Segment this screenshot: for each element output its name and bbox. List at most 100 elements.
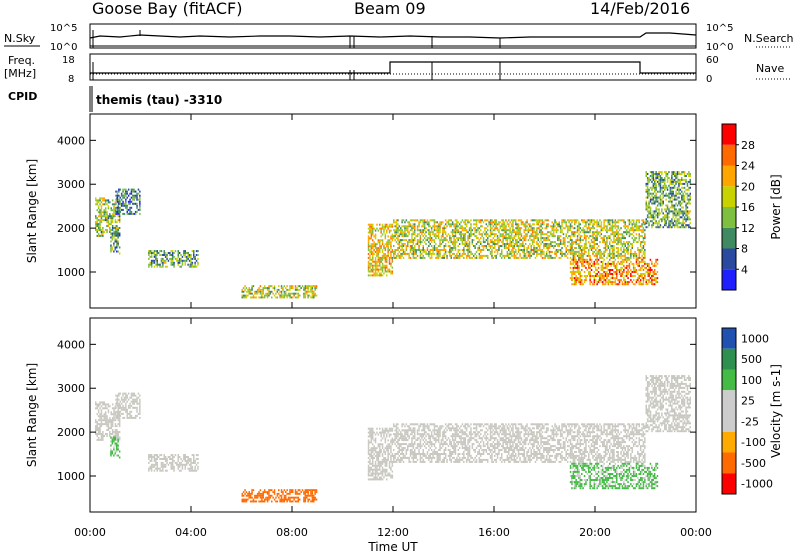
heatmap-cell: [373, 243, 375, 246]
heatmap-cell: [132, 202, 134, 205]
colorbar-tick-label: 24: [741, 160, 755, 173]
heatmap-cell: [181, 467, 184, 470]
heatmap-cell: [673, 204, 676, 207]
heatmap-cell: [649, 266, 652, 269]
heatmap-cell: [132, 188, 134, 191]
heatmap-cell: [169, 461, 171, 464]
heatmap-cell: [576, 260, 579, 263]
heatmap-cell: [575, 283, 577, 286]
heatmap-cell: [388, 231, 391, 234]
heatmap-cell: [545, 245, 548, 247]
heatmap-cell: [99, 213, 101, 216]
heatmap-cell: [262, 496, 264, 499]
heatmap-cell: [639, 279, 642, 282]
heatmap-cell: [447, 233, 450, 236]
heatmap-cell: [419, 241, 422, 244]
heatmap-cell: [411, 225, 413, 228]
heatmap-cell: [617, 279, 619, 282]
heatmap-cell: [96, 234, 98, 237]
heatmap-cell: [136, 406, 138, 409]
heatmap-cell: [456, 219, 458, 222]
heatmap-cell: [102, 415, 104, 418]
heatmap-cell: [96, 223, 98, 226]
heatmap-cell: [666, 194, 669, 197]
heatmap-cell: [651, 214, 653, 217]
heatmap-cell: [418, 221, 420, 224]
heatmap-cell: [503, 247, 506, 249]
heatmap-cell: [588, 219, 590, 222]
heatmap-cell: [607, 279, 610, 282]
heatmap-cell: [119, 206, 121, 209]
heatmap-cell: [139, 194, 141, 197]
heatmap-cell: [247, 288, 249, 291]
heatmap-cell: [509, 239, 511, 242]
heatmap-cell: [645, 218, 647, 221]
heatmap-cell: [464, 233, 466, 236]
heatmap-cell: [637, 256, 639, 259]
heatmap-cell: [397, 227, 399, 230]
heatmap-cell: [489, 231, 492, 234]
heatmap-cell: [428, 229, 430, 232]
heatmap-cell: [155, 463, 157, 466]
heatmap-cell: [304, 290, 307, 293]
heatmap-cell: [676, 188, 679, 191]
heatmap-cell: [620, 266, 622, 269]
heatmap-cell: [624, 266, 626, 269]
heatmap-cell: [541, 250, 544, 253]
heatmap-cell: [377, 270, 380, 273]
heatmap-cell: [416, 227, 419, 230]
heatmap-cell: [401, 243, 403, 245]
heatmap-cell: [374, 256, 377, 259]
heatmap-cell: [173, 252, 175, 254]
heatmap-cell: [130, 200, 133, 203]
heatmap-cell: [631, 229, 633, 232]
heatmap-cell: [607, 254, 610, 257]
heatmap-cell: [126, 212, 128, 215]
heatmap-cell: [578, 277, 580, 280]
heatmap-cell: [404, 225, 406, 228]
heatmap-cell: [449, 225, 451, 228]
heatmap-cell: [437, 233, 440, 236]
heatmap-cell: [404, 235, 406, 238]
heatmap-cell: [505, 235, 507, 238]
heatmap-cell: [531, 229, 534, 232]
heatmap-cell: [592, 262, 594, 265]
heatmap-cell: [254, 496, 256, 499]
heatmap-cell: [583, 221, 586, 224]
heatmap-cell: [247, 294, 249, 297]
heatmap-cell: [130, 192, 133, 195]
heatmap-cell: [631, 275, 633, 277]
heatmap-cell: [194, 469, 196, 472]
heatmap-cell: [606, 273, 608, 275]
heatmap-cell: [453, 237, 455, 240]
nave-tick-bottom: 0: [706, 74, 712, 85]
heatmap-cell: [642, 231, 645, 234]
heatmap-cell: [123, 392, 126, 395]
heatmap-cell: [97, 234, 100, 237]
heatmap-cell: [367, 274, 370, 277]
heatmap-cell: [195, 259, 198, 262]
heatmap-cell: [451, 221, 454, 224]
heatmap-cell: [99, 199, 101, 202]
heatmap-cell: [102, 431, 104, 433]
heatmap-cell: [596, 239, 598, 242]
heatmap-cell: [367, 247, 370, 250]
heatmap-cell: [176, 257, 178, 260]
heatmap-cell: [422, 225, 424, 228]
heatmap-cell: [682, 171, 684, 174]
heatmap-cell: [510, 250, 513, 253]
heatmap-cell: [624, 227, 626, 230]
heatmap-cell: [129, 212, 131, 215]
heatmap-cell: [249, 296, 252, 299]
heatmap-cell: [498, 249, 500, 251]
heatmap-cell: [579, 249, 582, 251]
heatmap-cell: [383, 272, 385, 275]
heatmap-cell: [310, 492, 312, 495]
heatmap-cell: [100, 415, 103, 418]
heatmap-cell: [390, 262, 392, 265]
heatmap-cell: [104, 215, 107, 218]
heatmap-cell: [642, 223, 645, 226]
heatmap-cell: [367, 239, 370, 242]
heatmap-cell: [97, 232, 100, 235]
heatmap-cell: [557, 225, 559, 228]
